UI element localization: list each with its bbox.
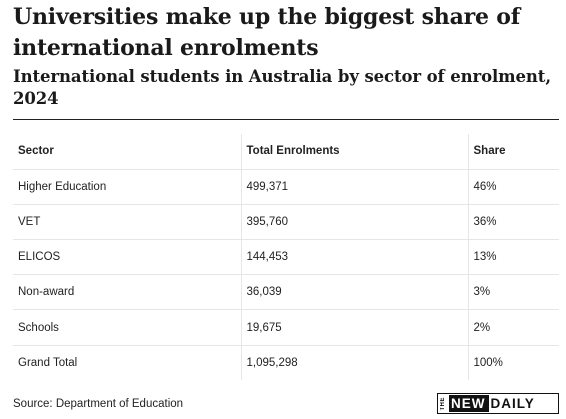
cell-share: 36% <box>467 204 559 241</box>
logo-the-text: THE <box>440 396 446 411</box>
cell-sector: VET <box>13 204 241 241</box>
cell-share: 46% <box>467 169 559 205</box>
table-row: Grand Total 1,095,298 100% <box>13 345 559 381</box>
cell-share: 13% <box>467 239 559 276</box>
cell-total-enrolments: 1,095,298 <box>240 345 468 381</box>
enrolments-table-container: Sector Total Enrolments Share Higher Edu… <box>13 134 559 381</box>
title-divider <box>13 119 559 120</box>
cell-sector: Grand Total <box>18 356 78 369</box>
column-header-share: Share <box>467 134 559 170</box>
logo-daily-text: DAILY <box>490 396 535 411</box>
chart-title: Universities make up the biggest share o… <box>13 4 521 61</box>
table-header-row: Sector Total Enrolments Share <box>13 134 559 170</box>
cell-total-enrolments: 19,675 <box>240 309 468 346</box>
column-header-total-enrolments: Total Enrolments <box>240 134 468 170</box>
cell-total-enrolments: 144,453 <box>240 239 468 276</box>
cell-total-enrolments: 499,371 <box>240 169 468 205</box>
table-body: Higher Education 499,371 46% VET 395,760 36% E… <box>13 169 559 381</box>
cell-total-enrolments: 395,760 <box>240 204 468 241</box>
cell-share: 100% <box>467 345 559 381</box>
column-header-sector: Sector <box>13 134 241 170</box>
table-row: Schools 19,675 2% <box>13 309 559 346</box>
logo-new-text: NEW <box>449 395 489 412</box>
cell-sector: Higher Education <box>13 169 241 205</box>
table-row: ELICOS 144,453 13% <box>13 239 559 276</box>
table-row: Higher Education 499,371 46% <box>13 169 559 205</box>
cell-sector: Schools <box>13 309 241 346</box>
cell-sector: Non-award <box>13 274 241 311</box>
source-note: Source: Department of Education <box>13 398 184 410</box>
cell-total-enrolments: 36,039 <box>240 274 468 311</box>
cell-share: 2% <box>467 309 559 346</box>
table-row: Non-award 36,039 3% <box>13 274 559 311</box>
cell-share: 3% <box>467 274 559 311</box>
chart-subtitle: International students in Australia by s… <box>13 67 551 108</box>
cell-sector: ELICOS <box>13 239 241 276</box>
enrolments-table: Sector Total Enrolments Share Higher Edu… <box>13 134 559 381</box>
table-row: VET 395,760 36% <box>13 204 559 241</box>
the-new-daily-logo: THE NEW DAILY <box>437 393 559 414</box>
